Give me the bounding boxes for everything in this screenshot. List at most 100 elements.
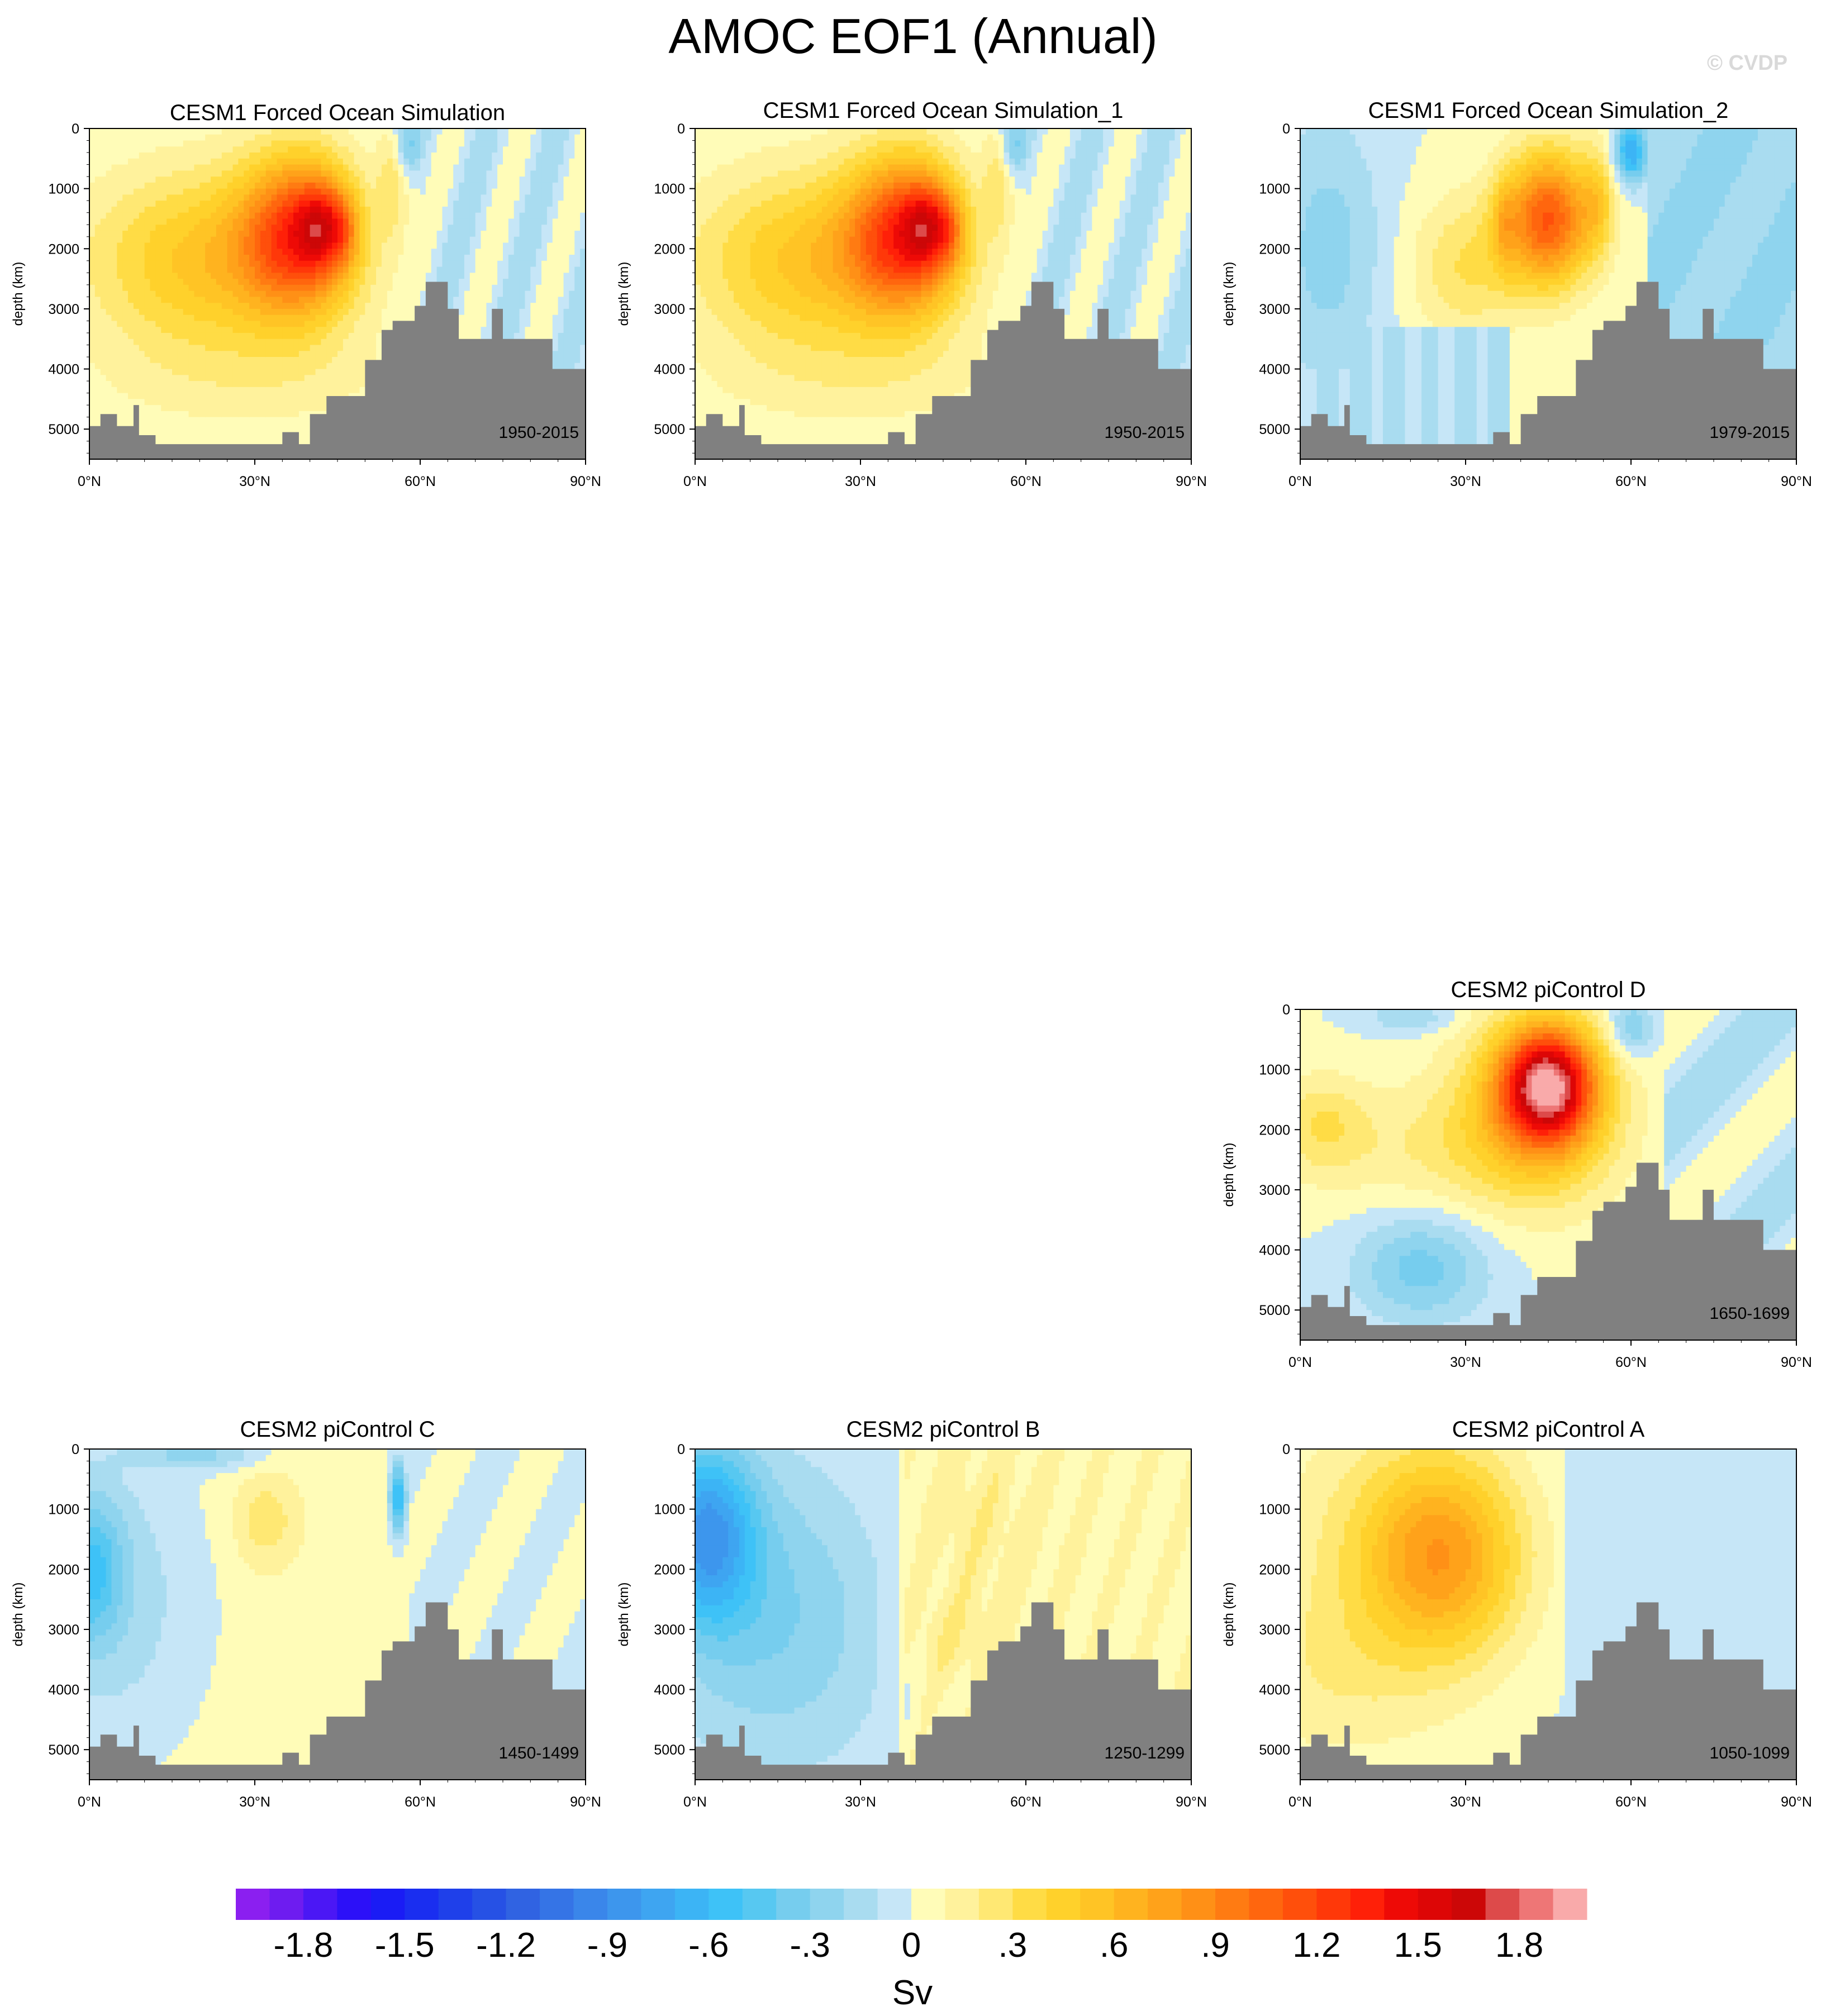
field-cell [106, 170, 112, 177]
field-cell [569, 231, 574, 237]
field-cell [387, 207, 393, 213]
field-cell [282, 201, 288, 207]
field-cell [111, 189, 117, 195]
field-cell [134, 363, 139, 369]
field-cell [260, 405, 266, 411]
field-cell [409, 135, 415, 141]
field-cell [464, 309, 470, 315]
field-cell [387, 135, 393, 141]
field-cell [332, 141, 337, 147]
field-cell [145, 393, 150, 399]
field-cell [354, 146, 360, 152]
field-cell [150, 405, 156, 411]
field-cell [272, 152, 277, 159]
field-cell [238, 273, 244, 279]
field-cell [272, 381, 277, 387]
field-cell [481, 261, 487, 267]
field-cell [420, 177, 426, 183]
field-cell [211, 351, 216, 357]
field-cell [145, 159, 150, 165]
field-cell [189, 417, 194, 423]
field-cell [155, 285, 161, 291]
field-cell [189, 255, 194, 261]
field-cell [475, 267, 481, 273]
field-cell [178, 387, 183, 393]
field-cell [122, 146, 128, 152]
field-cell [189, 146, 194, 152]
field-cell [178, 231, 183, 237]
field-cell [117, 393, 122, 399]
field-cell [393, 213, 398, 219]
field-cell [299, 159, 305, 165]
field-cell [117, 417, 122, 423]
field-cell [161, 225, 167, 231]
field-cell [111, 225, 117, 231]
field-cell [503, 152, 508, 159]
field-cell [194, 393, 199, 399]
field-cell [139, 321, 145, 327]
field-cell [122, 309, 128, 315]
field-cell [547, 237, 553, 243]
field-cell [536, 243, 541, 249]
field-cell [382, 183, 387, 189]
field-cell [101, 135, 106, 141]
field-cell [409, 159, 415, 165]
field-cell [260, 255, 266, 261]
field-cell [403, 152, 409, 159]
field-cell [403, 279, 409, 285]
field-cell [260, 399, 266, 405]
field-cell [387, 183, 393, 189]
field-cell [398, 201, 404, 207]
field-cell [272, 393, 277, 399]
field-cell [569, 183, 574, 189]
field-cell [365, 141, 370, 147]
field-cell [172, 255, 178, 261]
field-cell [134, 165, 139, 171]
field-cell [459, 303, 464, 309]
field-cell [216, 213, 222, 219]
field-cell [475, 135, 481, 141]
field-cell [139, 135, 145, 141]
field-cell [431, 177, 437, 183]
field-cell [89, 141, 95, 147]
field-cell [453, 141, 459, 147]
field-cell [316, 339, 321, 345]
field-cell [293, 225, 299, 231]
field-cell [249, 207, 255, 213]
field-cell [305, 423, 310, 429]
field-cell [106, 285, 112, 291]
field-cell [249, 321, 255, 327]
field-cell [442, 261, 448, 267]
field-cell [332, 345, 337, 351]
field-cell [89, 369, 95, 375]
field-cell [117, 303, 122, 309]
field-cell [415, 146, 420, 152]
field-cell [216, 429, 222, 435]
field-cell [155, 315, 161, 321]
field-cell [343, 213, 349, 219]
field-cell [497, 261, 503, 267]
field-cell [205, 369, 211, 375]
field-cell [520, 291, 525, 297]
field-cell [194, 213, 199, 219]
field-cell [398, 135, 404, 141]
field-cell [525, 189, 530, 195]
field-cell [553, 291, 558, 297]
field-cell [409, 243, 415, 249]
field-cell [376, 249, 382, 255]
field-cell [89, 279, 95, 285]
field-cell [464, 279, 470, 285]
field-cell [255, 321, 260, 327]
field-cell [183, 146, 189, 152]
field-cell [101, 405, 106, 411]
field-cell [183, 243, 189, 249]
field-cell [227, 237, 233, 243]
field-cell [199, 375, 205, 381]
field-cell [288, 285, 293, 291]
field-cell [337, 183, 343, 189]
field-cell [150, 285, 156, 291]
field-cell [326, 363, 332, 369]
field-cell [95, 417, 101, 423]
field-cell [310, 291, 316, 297]
field-cell [310, 387, 316, 393]
